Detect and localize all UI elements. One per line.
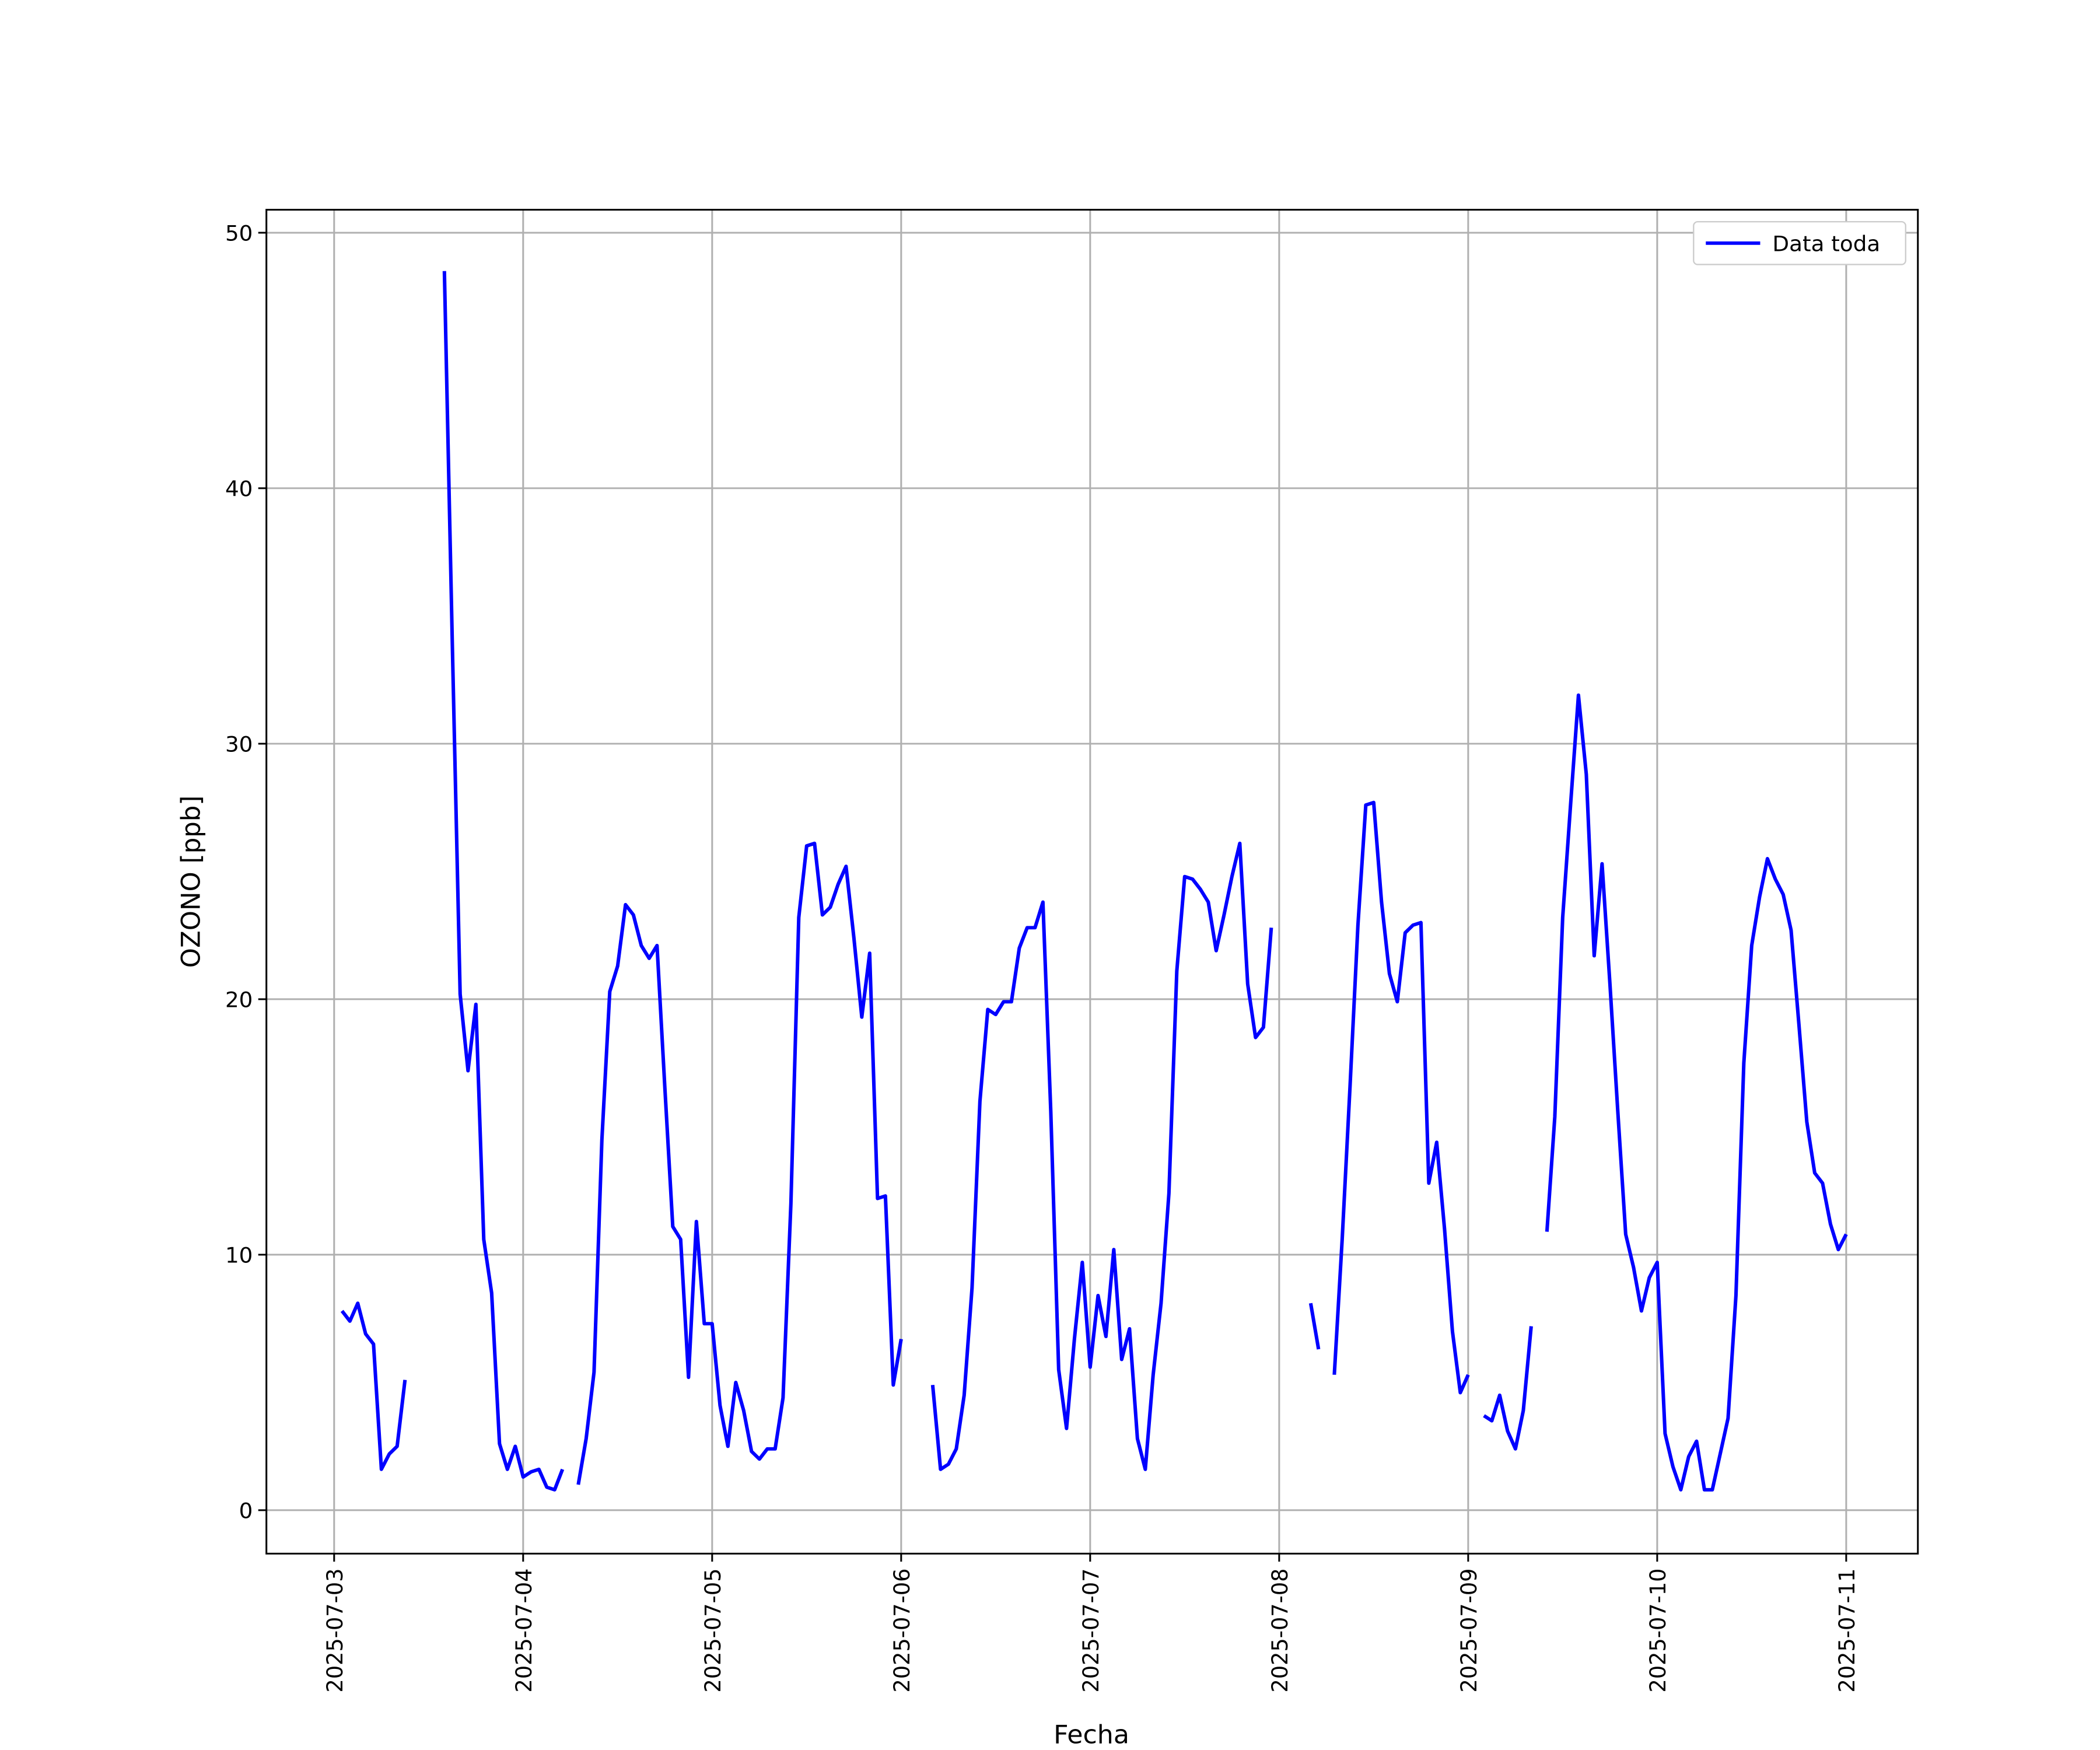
x-tick-label: 2025-07-03 bbox=[322, 1569, 347, 1693]
y-tick-label: 50 bbox=[225, 221, 253, 246]
y-tick-label: 0 bbox=[239, 1499, 253, 1524]
legend-frame bbox=[1693, 221, 1906, 265]
x-tick-label: 2025-07-07 bbox=[1079, 1569, 1104, 1693]
y-tick-label: 40 bbox=[225, 477, 253, 502]
x-tick-label: 2025-07-08 bbox=[1268, 1569, 1293, 1693]
x-tick-label: 2025-07-05 bbox=[701, 1569, 726, 1693]
x-tick-label: 2025-07-09 bbox=[1457, 1569, 1482, 1693]
y-tick-label: 20 bbox=[225, 988, 253, 1013]
legend: Data toda bbox=[1693, 221, 1906, 265]
x-tick-label: 2025-07-06 bbox=[890, 1569, 915, 1693]
y-tick-label: 30 bbox=[225, 732, 253, 757]
data-line bbox=[340, 271, 1848, 1492]
x-axis-label: Fecha bbox=[1054, 1720, 1129, 1750]
x-tick-label: 2025-07-11 bbox=[1835, 1569, 1860, 1693]
x-tick-label: 2025-07-04 bbox=[512, 1569, 537, 1693]
y-axis-label: OZONO [ppb] bbox=[176, 796, 206, 968]
legend-label: Data toda bbox=[1772, 232, 1880, 257]
plot-frame bbox=[265, 209, 1919, 1555]
x-tick-label: 2025-07-10 bbox=[1646, 1569, 1671, 1693]
y-tick-label: 10 bbox=[225, 1243, 253, 1268]
